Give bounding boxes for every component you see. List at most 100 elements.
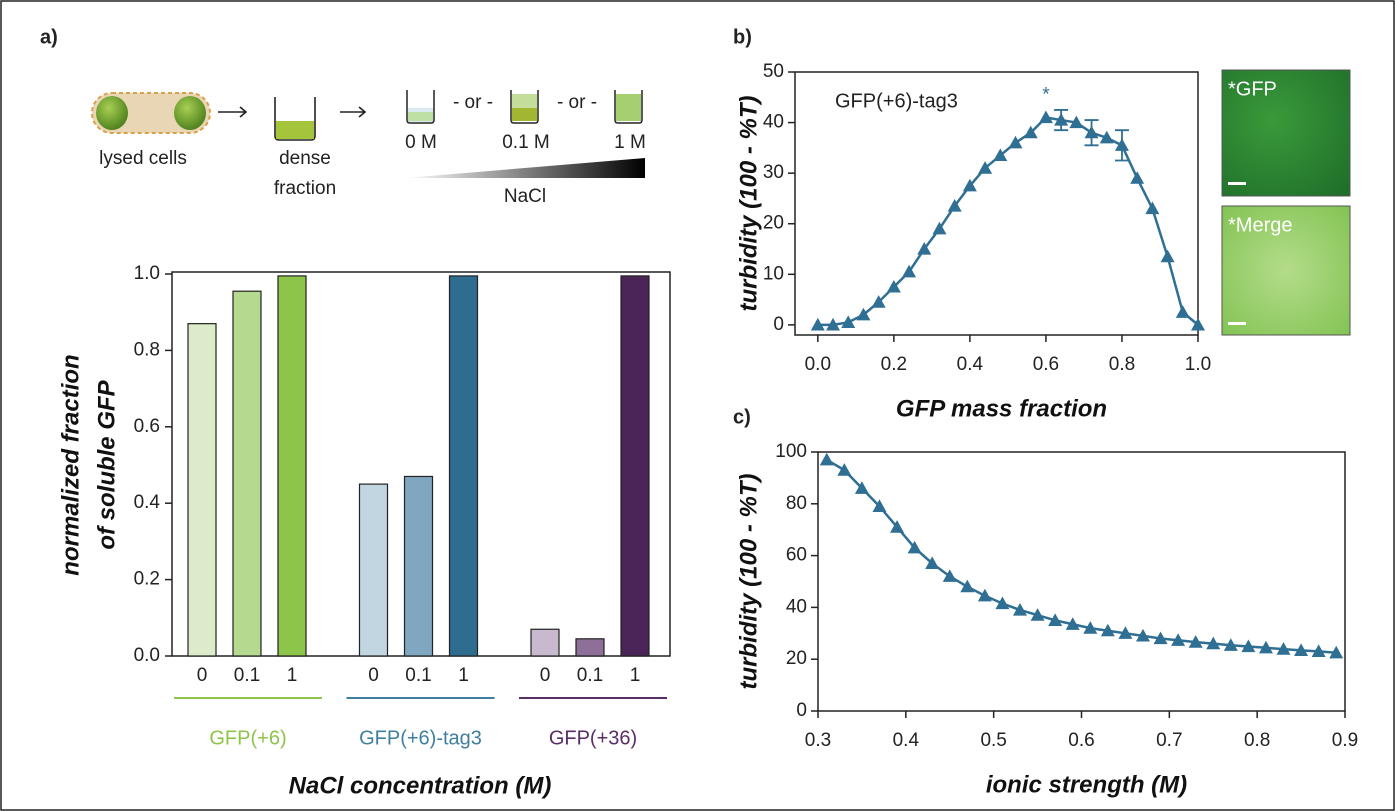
x-tick-label: 1 bbox=[458, 665, 469, 686]
y-tick-label: 1.0 bbox=[134, 263, 160, 284]
marker bbox=[1083, 621, 1098, 634]
marker bbox=[902, 264, 917, 278]
marker bbox=[841, 315, 856, 328]
marker bbox=[978, 161, 993, 174]
x-tick-label: 0.8 bbox=[1244, 730, 1270, 751]
marker bbox=[1276, 642, 1291, 655]
gradient-label: NaCl bbox=[504, 186, 546, 207]
marker bbox=[826, 317, 841, 331]
x-tick-label: 1.0 bbox=[1185, 354, 1211, 375]
y-axis-label: turbidity (100 - %T) bbox=[735, 95, 762, 311]
y-tick-label: 0.4 bbox=[134, 492, 161, 513]
group-label: GFP(+6) bbox=[209, 727, 286, 749]
bar bbox=[277, 275, 307, 657]
dense-label: dense bbox=[279, 148, 331, 169]
y-tick-label: 30 bbox=[763, 162, 784, 183]
arrow bbox=[340, 106, 367, 118]
micrograph bbox=[1221, 205, 1351, 336]
plot-frame bbox=[817, 451, 1346, 712]
beaker-fill bbox=[408, 112, 433, 121]
micrograph-label: *GFP bbox=[1228, 78, 1277, 100]
beaker bbox=[274, 97, 316, 141]
x-tick-label: 0 bbox=[540, 665, 551, 686]
x-axis-label: ionic strength (M) bbox=[986, 771, 1187, 798]
bar bbox=[620, 275, 650, 657]
y-tick-label: 0.6 bbox=[134, 416, 160, 437]
marker bbox=[1065, 617, 1080, 630]
marker bbox=[1241, 639, 1256, 653]
y-tick-label: 0.8 bbox=[134, 339, 160, 360]
y-tick-label: 0.2 bbox=[134, 569, 160, 590]
marker bbox=[1048, 613, 1063, 626]
x-tick-label: 0.8 bbox=[1109, 354, 1135, 375]
y-tick-label: 40 bbox=[786, 596, 807, 617]
y-axis-label: turbidity (100 - %T) bbox=[735, 473, 762, 689]
x-tick-label: 0.0 bbox=[805, 354, 831, 375]
micrograph-label: *Merge bbox=[1228, 214, 1292, 236]
marker bbox=[1013, 602, 1028, 616]
annotation: * bbox=[1042, 85, 1050, 106]
cell-pole bbox=[96, 96, 128, 130]
x-tick-label: 0.2 bbox=[881, 354, 907, 375]
marker bbox=[977, 588, 992, 602]
marker bbox=[1069, 115, 1084, 129]
marker bbox=[819, 452, 834, 466]
marker bbox=[1311, 644, 1326, 658]
x-tick-label: 0.1 bbox=[405, 665, 431, 686]
panel-label: a) bbox=[40, 26, 58, 48]
x-tick-label: 1 bbox=[287, 665, 298, 686]
marker bbox=[1329, 645, 1344, 659]
marker bbox=[810, 317, 825, 331]
beaker-fill bbox=[616, 94, 641, 121]
marker bbox=[856, 307, 871, 321]
marker bbox=[1145, 201, 1160, 215]
x-tick-label: 0.3 bbox=[805, 730, 831, 751]
y-axis-label: of soluble GFP bbox=[93, 379, 120, 549]
beaker bbox=[510, 90, 539, 124]
x-tick-label: 1 bbox=[630, 665, 641, 686]
marker bbox=[1114, 138, 1129, 151]
plot-frame bbox=[794, 71, 1199, 336]
bar bbox=[575, 638, 605, 657]
gradient bbox=[405, 158, 645, 178]
marker bbox=[1100, 623, 1115, 637]
micrographs: *GFP *Merge bbox=[1221, 69, 1351, 336]
concentration: 0.1 M bbox=[502, 132, 550, 153]
x-tick-label: 0 bbox=[368, 665, 379, 686]
marker bbox=[886, 279, 901, 293]
marker bbox=[1175, 305, 1190, 318]
marker bbox=[917, 242, 932, 255]
marker bbox=[837, 463, 852, 476]
beaker-fill bbox=[276, 121, 314, 139]
y-tick-label: 10 bbox=[763, 263, 784, 284]
marker bbox=[1171, 633, 1186, 646]
arrow bbox=[218, 106, 248, 118]
marker bbox=[1206, 636, 1221, 650]
series-line bbox=[817, 116, 1199, 327]
marker bbox=[1130, 171, 1145, 184]
beaker bbox=[406, 90, 435, 124]
marker bbox=[1294, 643, 1309, 656]
y-tick-label: 0 bbox=[773, 314, 784, 335]
bar bbox=[232, 290, 262, 657]
y-tick-label: 20 bbox=[763, 213, 784, 234]
y-tick-label: 0.0 bbox=[134, 645, 160, 666]
x-tick-label: 0.4 bbox=[893, 730, 920, 751]
y-tick-label: 60 bbox=[786, 545, 807, 566]
marker bbox=[1030, 608, 1045, 621]
y-tick-label: 0 bbox=[796, 700, 807, 721]
x-tick-label: 0 bbox=[197, 665, 208, 686]
marker bbox=[1135, 628, 1150, 642]
marker bbox=[962, 178, 977, 192]
marker bbox=[1054, 113, 1069, 126]
x-tick-label: 0.4 bbox=[957, 354, 984, 375]
micrograph bbox=[1221, 69, 1351, 197]
cell-label: lysed cells bbox=[99, 148, 187, 169]
bar bbox=[187, 323, 217, 657]
x-axis-label: GFP mass fraction bbox=[896, 395, 1107, 422]
group-label: GFP(+6)-tag3 bbox=[359, 727, 482, 749]
marker bbox=[890, 520, 905, 533]
marker bbox=[872, 499, 887, 512]
